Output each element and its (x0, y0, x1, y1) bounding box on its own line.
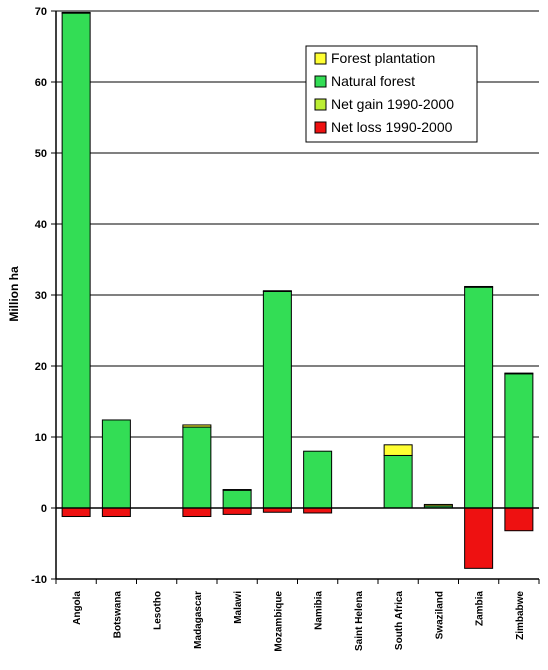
bar-segment (182, 424, 212, 428)
legend-label: Natural forest (331, 73, 415, 89)
bar-segment (222, 489, 252, 491)
x-category-label: Botswana (112, 591, 123, 639)
x-category-label: Mozambique (273, 591, 284, 652)
y-tick-label: 50 (35, 148, 47, 160)
legend-swatch (314, 98, 327, 111)
bar-segment (222, 507, 252, 515)
y-tick-label: 0 (41, 503, 47, 515)
gridlines (56, 10, 539, 580)
bar-segment (464, 286, 494, 509)
bar-segment (423, 503, 453, 507)
x-category-label: Zambia (475, 591, 486, 626)
bar-segment (504, 373, 534, 509)
axes (51, 10, 540, 584)
y-tick-label: 40 (35, 219, 47, 231)
legend-swatch (314, 121, 327, 134)
legend-label: Forest plantation (331, 50, 435, 66)
y-tick-label: -10 (31, 574, 47, 586)
y-tick-label: 10 (35, 432, 47, 444)
x-category-label: Namibia (314, 591, 325, 630)
y-tick-label: 70 (35, 6, 47, 18)
bar-segment (101, 419, 131, 509)
bar-segment (61, 11, 91, 14)
legend-box (305, 45, 478, 143)
legend: Forest plantation Natural forest Net gain … (305, 45, 478, 143)
bar-segment (61, 12, 91, 509)
bar-segment (182, 507, 212, 518)
legend-swatch (314, 52, 327, 65)
x-category-label: Madagascar (193, 591, 204, 649)
bar-segment (383, 444, 413, 456)
x-category-label: Saint Helena (354, 591, 365, 651)
bar-segment (182, 426, 212, 509)
legend-items: Forest plantation Natural forest Net gain … (314, 50, 454, 135)
legend-label: Net loss 1990-2000 (331, 119, 453, 135)
bar-segment (222, 489, 252, 509)
x-category-label: Zimbabwe (515, 591, 526, 640)
y-tick-labels: -10 0 10 20 30 40 50 60 70 (31, 6, 47, 586)
bar-segment (262, 290, 292, 509)
bar-segment (303, 450, 333, 509)
y-tick-label: 20 (35, 361, 47, 373)
bar-segment (504, 372, 534, 375)
y-tick-label: 60 (35, 77, 47, 89)
bar-segment (262, 290, 292, 292)
bar-segment (61, 507, 91, 518)
bar-segment (464, 507, 494, 569)
bar-segment (464, 285, 494, 288)
bars (61, 11, 534, 569)
x-category-labels: Angola Botswana Lesotho Madagascar Malawi Moz… (72, 591, 526, 652)
bar-segment (101, 507, 131, 518)
x-category-label: Swaziland (434, 591, 445, 639)
x-category-label: South Africa (394, 591, 405, 651)
bar-segment (383, 454, 413, 509)
x-category-label: Malawi (233, 591, 244, 624)
legend-swatch (314, 75, 327, 88)
x-category-label: Lesotho (153, 591, 164, 630)
bar-segment (504, 507, 534, 532)
y-axis-label: Million ha (7, 266, 21, 322)
legend-label: Net gain 1990-2000 (331, 96, 454, 112)
x-category-label: Angola (72, 591, 83, 625)
y-tick-label: 30 (35, 290, 47, 302)
